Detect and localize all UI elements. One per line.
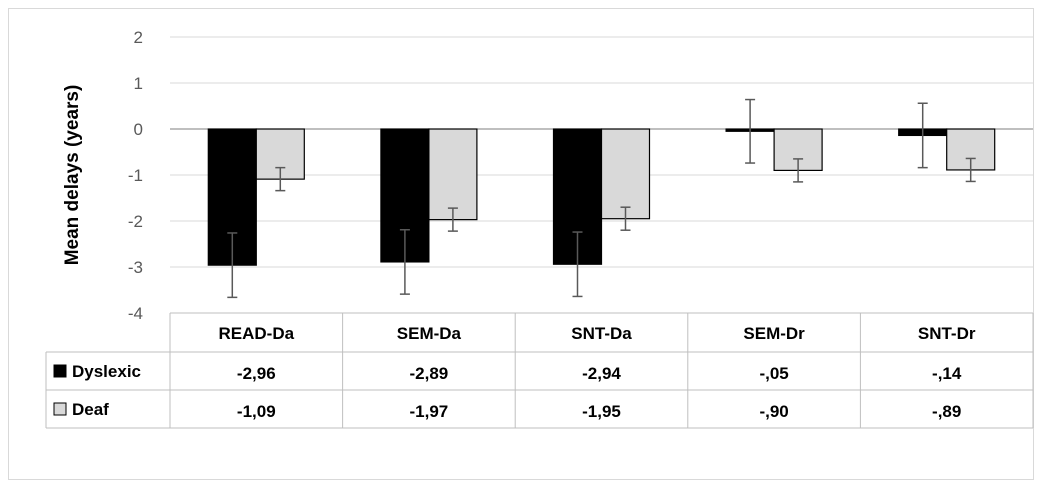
- y-tick-label: -1: [128, 166, 143, 185]
- category-label: SEM-Dr: [743, 324, 805, 343]
- category-label: SEM-Da: [397, 324, 462, 343]
- y-tick-label: 1: [134, 74, 143, 93]
- legend-label: Dyslexic: [72, 362, 141, 381]
- y-tick-label: -3: [128, 258, 143, 277]
- legend-label: Deaf: [72, 400, 109, 419]
- category-label: SNT-Dr: [918, 324, 976, 343]
- data-label: -,90: [759, 402, 788, 421]
- data-label: -,89: [932, 402, 961, 421]
- data-label: -1,97: [410, 402, 449, 421]
- y-tick-label: -2: [128, 212, 143, 231]
- data-label: -,05: [759, 364, 788, 383]
- y-axis-title: Mean delays (years): [62, 85, 83, 266]
- category-label: READ-Da: [219, 324, 295, 343]
- data-label: -2,89: [410, 364, 449, 383]
- y-tick-label: 2: [134, 28, 143, 47]
- data-label: -2,96: [237, 364, 276, 383]
- y-tick-label: 0: [134, 120, 143, 139]
- data-label: -1,09: [237, 402, 276, 421]
- chart-frame: [8, 8, 1034, 480]
- data-label: -2,94: [582, 364, 621, 383]
- data-label: -1,95: [582, 402, 621, 421]
- data-label: -,14: [932, 364, 962, 383]
- legend-key-deaf: [53, 402, 67, 416]
- legend-key-dyslexic: [53, 364, 67, 378]
- bar-deaf: [600, 128, 651, 220]
- bar-deaf: [428, 128, 478, 221]
- y-tick-label: -4: [128, 304, 143, 323]
- category-label: SNT-Da: [571, 324, 632, 343]
